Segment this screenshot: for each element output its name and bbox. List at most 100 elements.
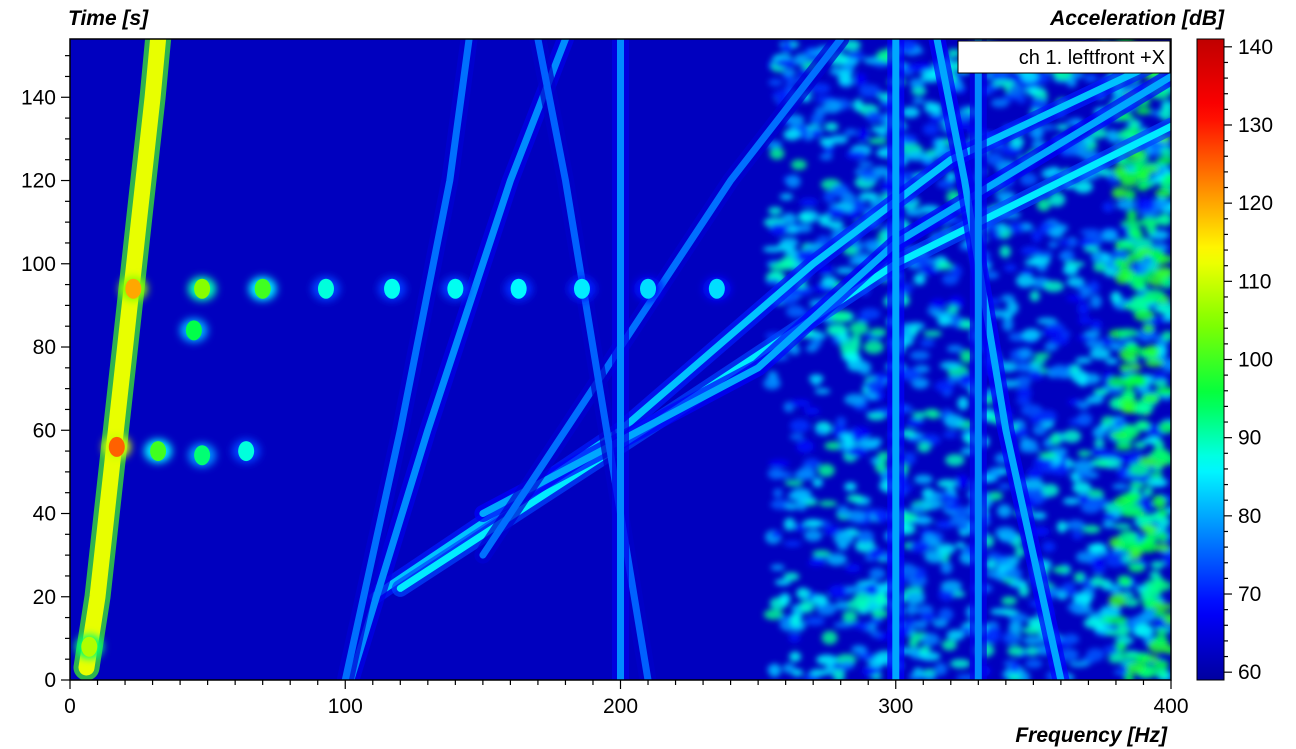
noise-speck [868, 137, 888, 145]
noise-speck [1062, 429, 1082, 443]
noise-speck [1073, 572, 1085, 583]
noise-speck [1030, 358, 1046, 366]
noise-speck [1155, 627, 1169, 635]
noise-speck [1106, 376, 1128, 388]
noise-speck [901, 106, 920, 118]
colorbar-tick-label: 90 [1238, 427, 1261, 450]
noise-speck [794, 523, 807, 532]
noise-speck [1056, 123, 1069, 131]
noise-speck [1139, 216, 1160, 228]
noise-speck [1113, 523, 1132, 530]
noise-speck [1086, 648, 1105, 662]
noise-speck [1014, 546, 1026, 558]
noise-speck [1152, 464, 1163, 472]
noise-speck [919, 267, 939, 275]
noise-speck [846, 509, 867, 523]
colorbar-tick-label: 100 [1238, 349, 1273, 372]
noise-speck [854, 539, 876, 553]
noise-speck [1136, 182, 1149, 191]
noise-speck [1041, 483, 1059, 497]
noise-speck [1105, 357, 1119, 365]
noise-speck [1024, 258, 1043, 266]
hotspot [510, 278, 527, 299]
y-tick-label: 80 [33, 336, 56, 359]
noise-speck [1133, 376, 1147, 387]
x-tick-label: 200 [603, 695, 638, 718]
noise-speck [807, 560, 825, 567]
track-line [479, 39, 845, 559]
noise-speck [827, 207, 846, 219]
noise-speck [921, 673, 937, 680]
noise-speck [785, 174, 801, 189]
noise-speck [1066, 519, 1085, 531]
noise-speck [1131, 229, 1143, 240]
noise-speck [905, 151, 928, 161]
noise-speck [1129, 481, 1144, 490]
noise-speck [858, 192, 879, 201]
noise-speck [986, 491, 1004, 501]
noise-speck [943, 503, 961, 511]
noise-speck [1154, 388, 1171, 396]
noise-speck [1028, 369, 1044, 381]
noise-speck [858, 169, 876, 177]
noise-speck [863, 239, 877, 249]
noise-speck [1158, 455, 1171, 465]
noise-speck [832, 424, 848, 437]
noise-speck [774, 57, 797, 69]
noise-speck [1153, 659, 1170, 670]
noise-speck [1143, 289, 1166, 303]
noise-speck [1026, 467, 1043, 481]
noise-speck [844, 393, 867, 406]
noise-speck [1029, 415, 1043, 424]
hotspot [108, 436, 125, 457]
noise-speck [846, 494, 864, 503]
noise-speck [996, 222, 1007, 235]
colorbar: 60 70 80 90 100 110 120 130 140 [1196, 36, 1273, 684]
noise-speck [923, 330, 942, 337]
noise-speck [1009, 661, 1021, 673]
noise-speck [1153, 379, 1168, 388]
noise-speck [863, 508, 881, 515]
noise-speck [1152, 495, 1167, 509]
noise-speck [1162, 554, 1171, 566]
colorbar-tick-label: 60 [1238, 661, 1261, 684]
noise-speck [1062, 264, 1079, 276]
noise-speck [905, 604, 919, 616]
noise-speck [1126, 209, 1138, 222]
hotspot [384, 278, 401, 299]
noise-speck [769, 223, 789, 236]
colorbar-tick-label: 130 [1238, 114, 1273, 137]
noise-speck [1036, 264, 1048, 272]
noise-speck [1115, 443, 1133, 451]
noise-speck [1144, 345, 1160, 358]
noise-speck [905, 591, 926, 605]
noise-speck [1049, 432, 1062, 446]
noise-speck [937, 520, 952, 528]
noise-speck [913, 273, 926, 285]
noise-speck [1163, 612, 1171, 625]
noise-speck [1159, 178, 1171, 191]
noise-speck [1142, 394, 1160, 402]
noise-speck [908, 673, 923, 680]
noise-speck [1090, 319, 1103, 330]
noise-speck [926, 411, 941, 419]
noise-speck [1115, 641, 1127, 651]
colorbar-tick-label: 120 [1238, 192, 1273, 215]
noise-speck [1018, 347, 1033, 359]
noise-speck [1101, 551, 1120, 560]
noise-speck [1121, 388, 1136, 400]
noise-speck [1033, 352, 1051, 360]
noise-speck [1093, 388, 1109, 395]
noise-speck [1120, 220, 1142, 227]
noise-speck [932, 310, 951, 319]
noise-speck [1136, 384, 1151, 394]
noise-speck [857, 128, 869, 142]
noise-speck [835, 267, 855, 275]
noise-speck [912, 411, 927, 420]
noise-speck [1080, 286, 1092, 298]
noise-speck [826, 324, 848, 335]
noise-speck [1143, 486, 1154, 497]
noise-speck [1038, 451, 1057, 460]
noise-speck [1135, 197, 1156, 212]
noise-speck [1111, 187, 1128, 199]
